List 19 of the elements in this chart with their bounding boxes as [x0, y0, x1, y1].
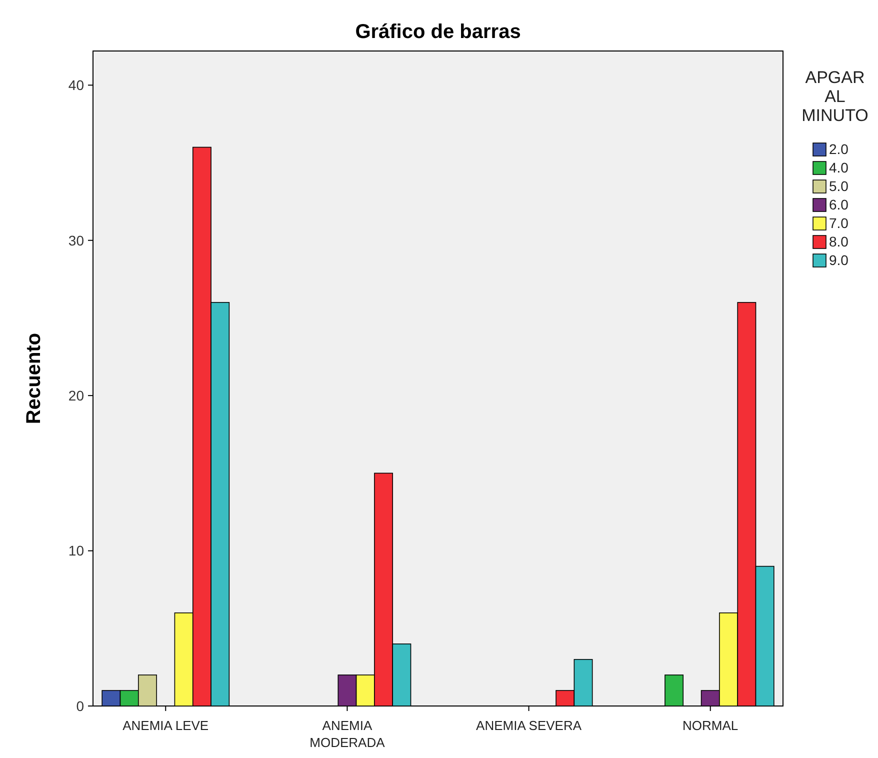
legend-label: 5.0 — [829, 178, 849, 194]
legend-label: 2.0 — [829, 141, 849, 157]
y-tick-label: 30 — [68, 232, 84, 248]
y-tick-label: 20 — [68, 387, 84, 404]
legend-label: 7.0 — [829, 215, 849, 231]
chart-title: Gráfico de barras — [355, 21, 521, 43]
y-tick-label: 10 — [68, 542, 84, 559]
legend-label: 9.0 — [829, 252, 849, 268]
legend-label: 6.0 — [829, 196, 849, 212]
x-tick-label: ANEMIA MODERADA — [310, 718, 386, 750]
x-tick-label: ANEMIA SEVERA — [476, 718, 582, 733]
y-axis-title: Recuento — [23, 332, 45, 424]
legend-title: APGAR AL MINUTO — [802, 68, 868, 125]
y-tick-label: 40 — [68, 77, 84, 94]
x-tick-label: NORMAL — [682, 718, 738, 733]
y-tick-label: 0 — [76, 698, 84, 714]
legend-label: 4.0 — [829, 160, 849, 176]
x-tick-label: ANEMIA LEVE — [122, 718, 209, 733]
legend-label: 8.0 — [829, 234, 849, 250]
